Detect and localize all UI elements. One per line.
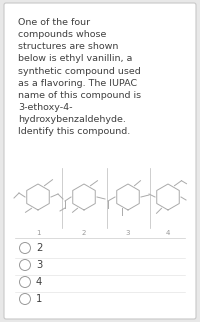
Text: 3: 3 <box>126 230 130 236</box>
Text: 4: 4 <box>36 277 42 287</box>
Text: 2: 2 <box>36 243 42 253</box>
Text: 2: 2 <box>82 230 86 236</box>
Text: 4: 4 <box>166 230 170 236</box>
Text: 1: 1 <box>36 294 42 304</box>
Text: 3: 3 <box>36 260 42 270</box>
Text: One of the four
compounds whose
structures are shown
below is ethyl vanillin, a
: One of the four compounds whose structur… <box>18 18 141 136</box>
FancyBboxPatch shape <box>4 3 196 319</box>
Text: 1: 1 <box>36 230 40 236</box>
